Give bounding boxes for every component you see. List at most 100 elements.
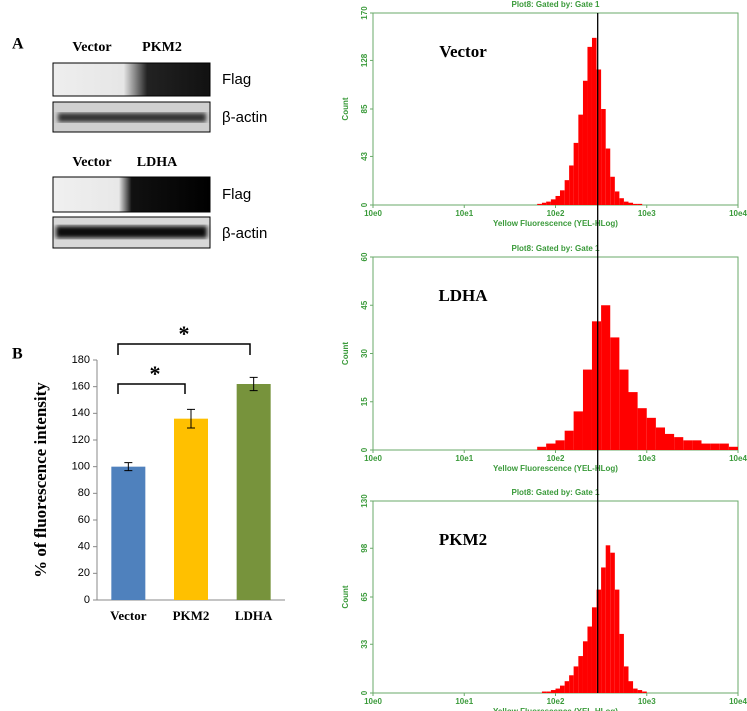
y-tick-label: 0 [360, 447, 369, 452]
y-tick-label: 60 [78, 514, 90, 526]
histogram-bar [701, 443, 711, 450]
y-axis-title: Count [341, 585, 350, 608]
histogram-bar [646, 417, 656, 450]
histogram-bar [578, 656, 583, 693]
histogram-bar [550, 690, 556, 693]
blot-header: Vector [72, 40, 111, 55]
x-tick-label: 10e3 [638, 697, 656, 706]
x-tick-label: 10e4 [729, 697, 747, 706]
y-tick-label: 180 [72, 354, 90, 366]
histogram-bar [591, 321, 602, 450]
histogram-bar [692, 440, 702, 450]
y-tick-label: 170 [360, 6, 369, 20]
histogram-bar [683, 440, 693, 450]
histogram-bar [573, 142, 579, 205]
y-tick-label: 98 [360, 543, 369, 552]
histogram-bar [569, 165, 574, 205]
bar [111, 466, 146, 600]
x-tick-label: PKM2 [173, 608, 210, 623]
panel-label: B [12, 346, 23, 363]
y-tick-label: 0 [360, 690, 369, 695]
sample-label: LDHA [438, 286, 488, 305]
histogram-bar [610, 337, 620, 450]
bracket [117, 343, 251, 355]
plot-frame [372, 12, 739, 206]
histogram-bar [564, 180, 570, 205]
histogram-bar [546, 201, 551, 205]
histogram-bar [582, 80, 588, 205]
histogram-bar [633, 203, 638, 205]
bar [174, 418, 208, 600]
plot-frame [372, 256, 739, 451]
histogram-bar [619, 369, 629, 450]
histogram-bar [591, 37, 597, 205]
histogram-bar [541, 202, 547, 205]
histogram-bar [596, 589, 602, 693]
blot-row-label: β-actin [222, 109, 267, 126]
y-axis-title: Count [341, 97, 350, 120]
blot-header: LDHA [137, 155, 178, 170]
x-tick-label: 10e0 [364, 454, 382, 463]
histogram-bar [623, 666, 629, 693]
x-axis-title: Yellow Fluorescence (YEL-HLog) [493, 464, 618, 473]
blot-row-label: Flag [222, 71, 251, 88]
histogram-bar [601, 109, 606, 205]
error-bar [187, 408, 195, 429]
blot-header: Vector [72, 155, 111, 170]
y-tick-label: 60 [360, 252, 369, 261]
histogram-bar [637, 203, 643, 205]
histogram-bar [550, 199, 556, 205]
histogram-bar [591, 607, 597, 693]
histogram-bar [582, 369, 592, 450]
significance: * [179, 321, 190, 346]
histogram-bar [601, 567, 606, 693]
y-tick-label: 0 [360, 202, 369, 207]
histogram-bar [569, 675, 574, 693]
sample-label: PKM2 [439, 530, 487, 549]
histogram-bar [596, 69, 602, 206]
chart-title: Plot8: Gated by: Gate 1 [511, 488, 600, 497]
histogram-bar [559, 190, 565, 205]
error-bar [124, 462, 133, 472]
y-axis-title: Count [341, 342, 350, 365]
histogram-bar [541, 691, 547, 693]
histogram-bar [605, 545, 611, 693]
histogram-bar [637, 690, 643, 693]
y-tick-label: 15 [360, 397, 369, 406]
x-tick-label: 10e2 [547, 697, 565, 706]
histogram-bar [555, 440, 565, 450]
x-tick-label: 10e0 [364, 209, 382, 218]
plot-frame [372, 500, 739, 694]
blot-row-label: β-actin [222, 225, 267, 242]
y-tick-label: 160 [72, 381, 90, 393]
x-tick-label: 10e2 [547, 454, 565, 463]
y-tick-label: 140 [72, 407, 90, 419]
x-tick-label: 10e1 [455, 454, 473, 463]
chart-title: Plot8: Gated by: Gate 1 [511, 0, 600, 9]
histogram-bar [564, 681, 570, 693]
blot-band [52, 176, 211, 213]
blot-band [52, 62, 211, 97]
error-bar [249, 376, 258, 392]
histogram-bar [564, 430, 574, 450]
y-tick-label: 40 [78, 541, 90, 553]
histogram-bar [710, 443, 720, 450]
histogram-bar [537, 203, 542, 205]
histogram-bar [555, 688, 560, 693]
chart-title: Plot8: Gated by: Gate 1 [511, 244, 600, 253]
x-tick-label: 10e3 [638, 454, 656, 463]
bracket [117, 383, 186, 394]
histogram-bar [674, 437, 684, 450]
histogram-bar [633, 688, 638, 693]
panel-label: A [12, 36, 24, 53]
histogram-bar [578, 114, 583, 205]
histogram-bar [555, 195, 560, 205]
histogram-bar [605, 148, 611, 205]
histogram-bar [637, 408, 647, 450]
blot-band [56, 226, 207, 238]
histogram-bar [587, 626, 592, 693]
x-axis-title: Yellow Fluorescence (YEL-HLog) [493, 707, 618, 711]
y-tick-label: 30 [360, 349, 369, 358]
histogram-bar [573, 411, 583, 450]
histogram-bar [559, 685, 565, 693]
